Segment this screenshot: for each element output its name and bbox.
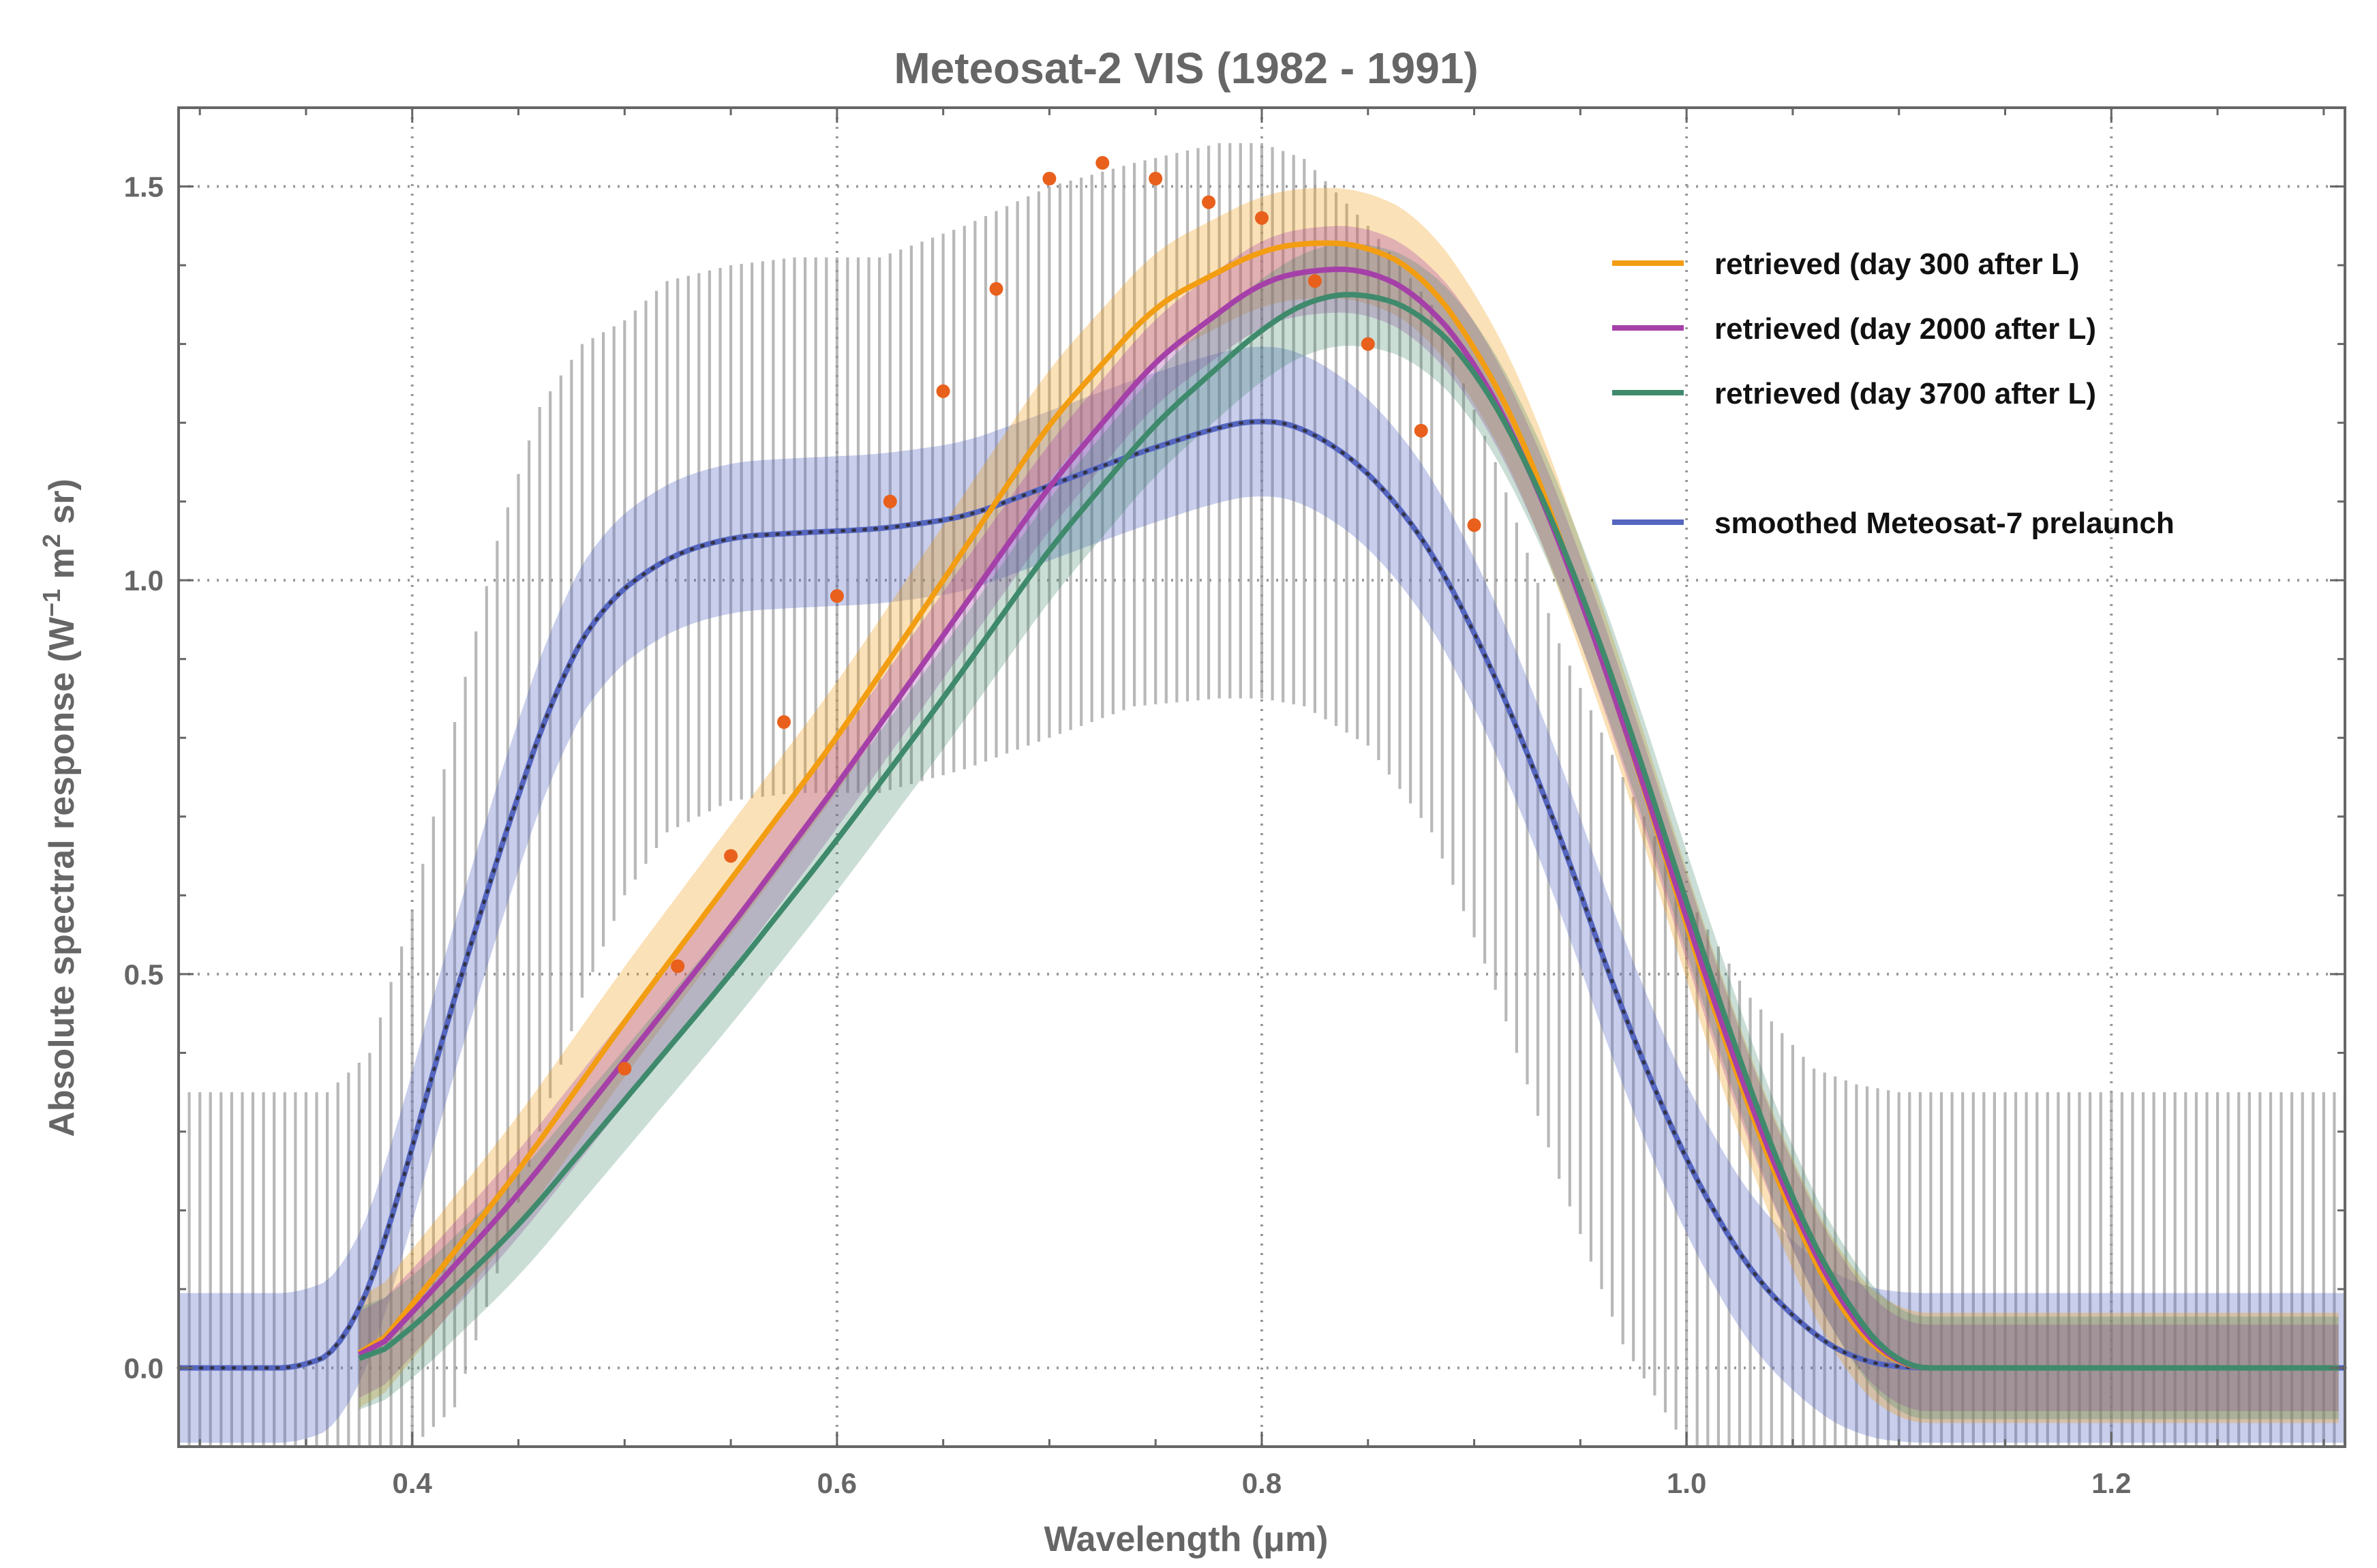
scatter-point [883,494,897,509]
scatter-point [1042,172,1057,185]
tick-labels-layer: 0.4 0.6 0.8 1.0 1.2 0.0 0.5 1.0 1.5 [124,171,2132,1499]
scatter-point [724,849,738,863]
confidence-band [179,346,2345,1443]
scatter-point [777,715,791,729]
y-axis-label: Absolute spectral response (W−1 m2 sr) [37,479,82,1137]
scatter-point [1255,211,1269,225]
legend-label: smoothed Meteosat-7 prelaunch [1714,507,2175,540]
confidence-bands-layer [179,187,2345,1443]
legend-label: retrieved (day 3700 after L) [1714,377,2096,410]
scatter-point [830,589,844,603]
scatter-point [1467,518,1481,532]
scatter-point [1361,337,1375,351]
scatter-point [671,959,685,974]
confidence-band [359,187,2339,1423]
y-tick-label: 0.5 [124,959,164,991]
legend-label: retrieved (day 2000 after L) [1714,312,2096,346]
x-axis-label: Wavelength (μm) [1044,1520,1328,1559]
y-axis-label-sup1: −1 [37,589,65,617]
x-tick-label: 1.0 [1667,1467,1706,1499]
scatter-point [936,384,950,398]
scatter-point [618,1061,632,1076]
series-line [358,292,2339,1371]
chart-title: Meteosat-2 VIS (1982 - 1991) [894,44,1478,93]
y-tick-label: 1.5 [124,171,164,203]
y-tick-label: 0.0 [124,1352,164,1384]
error-bars-layer [177,143,2347,1447]
y-axis-label-sup2: 2 [37,534,65,547]
scatter-point [1307,274,1322,288]
scatter-point [1414,423,1428,438]
scatter-points-layer [618,155,1481,1076]
scatter-point [1149,172,1163,185]
plot-frame-layer [177,106,2346,1448]
y-axis-label-end: sr) [42,479,82,534]
x-tick-label: 0.4 [393,1467,433,1499]
series-lines-layer [177,240,2347,1371]
x-tick-label: 1.2 [2091,1467,2131,1499]
y-axis-label-mid: m [42,547,82,589]
x-tick-label: 0.8 [1242,1467,1282,1499]
y-tick-label: 1.0 [124,564,164,597]
scatter-point [989,282,1003,296]
x-tick-label: 0.6 [817,1467,857,1499]
legend-label: retrieved (day 300 after L) [1714,247,2080,281]
y-axis-label-base: Absolute spectral response (W [42,616,82,1137]
scatter-point [1095,155,1110,170]
legend: retrieved (day 300 after L) retrieved (da… [1612,247,2175,540]
scatter-point [1202,195,1216,209]
